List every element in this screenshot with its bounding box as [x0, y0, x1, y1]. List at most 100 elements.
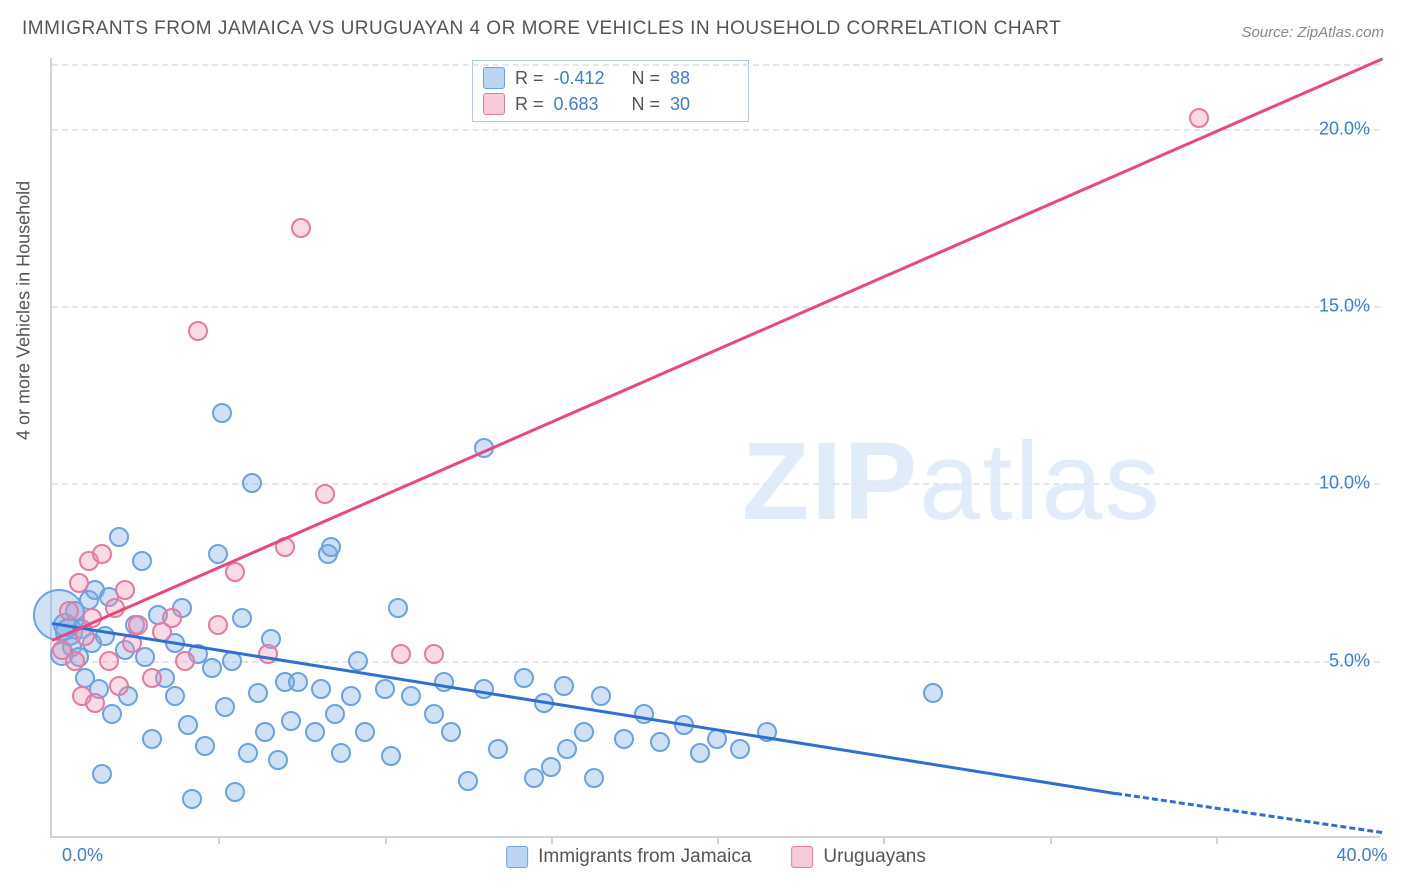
y-tick-label: 15.0% [1319, 296, 1370, 317]
data-point [232, 608, 252, 628]
stats-legend: R =-0.412N =88R =0.683N =30 [472, 60, 749, 122]
data-point [690, 743, 710, 763]
data-point [178, 715, 198, 735]
y-axis-label: 4 or more Vehicles in Household [14, 181, 35, 440]
data-point [388, 598, 408, 618]
y-tick-label: 20.0% [1319, 118, 1370, 139]
data-point [348, 651, 368, 671]
data-point [574, 722, 594, 742]
watermark: ZIPatlas [742, 418, 1161, 545]
x-tick-label: 40.0% [1336, 845, 1387, 866]
data-point [195, 736, 215, 756]
regression-line [51, 58, 1382, 642]
data-point [311, 679, 331, 699]
data-point [591, 686, 611, 706]
legend-item: Uruguayans [791, 846, 925, 868]
legend-stat-row: R =0.683N =30 [483, 91, 738, 117]
gridline [52, 129, 1380, 131]
x-tick-mark [385, 836, 387, 844]
data-point [175, 651, 195, 671]
data-point [584, 768, 604, 788]
data-point [424, 704, 444, 724]
legend-stat-row: R =-0.412N =88 [483, 65, 738, 91]
gridline [52, 661, 1380, 663]
data-point [208, 615, 228, 635]
data-point [514, 668, 534, 688]
data-point [212, 403, 232, 423]
data-point [315, 484, 335, 504]
data-point [554, 676, 574, 696]
data-point [142, 729, 162, 749]
data-point [325, 704, 345, 724]
data-point [242, 473, 262, 493]
data-point [165, 686, 185, 706]
data-point [238, 743, 258, 763]
data-point [109, 676, 129, 696]
data-point [355, 722, 375, 742]
data-point [441, 722, 461, 742]
data-point [291, 218, 311, 238]
data-point [215, 697, 235, 717]
data-point [541, 757, 561, 777]
data-point [268, 750, 288, 770]
data-point [208, 544, 228, 564]
data-point [305, 722, 325, 742]
x-tick-label: 0.0% [62, 845, 103, 866]
data-point [458, 771, 478, 791]
data-point [1189, 108, 1209, 128]
regression-line [52, 622, 1116, 795]
data-point [128, 615, 148, 635]
data-point [614, 729, 634, 749]
data-point [255, 722, 275, 742]
data-point [202, 658, 222, 678]
regression-line-dashed [1116, 792, 1382, 834]
data-point [381, 746, 401, 766]
x-tick-mark [551, 836, 553, 844]
data-point [85, 693, 105, 713]
data-point [375, 679, 395, 699]
data-point [401, 686, 421, 706]
data-point [557, 739, 577, 759]
data-point [142, 668, 162, 688]
data-point [281, 711, 301, 731]
x-tick-mark [1216, 836, 1218, 844]
data-point [109, 527, 129, 547]
y-tick-label: 10.0% [1319, 473, 1370, 494]
data-point [92, 544, 112, 564]
data-point [182, 789, 202, 809]
x-tick-mark [1050, 836, 1052, 844]
legend-item: Immigrants from Jamaica [506, 846, 751, 868]
source-attribution: Source: ZipAtlas.com [1241, 24, 1384, 41]
data-point [115, 580, 135, 600]
data-point [730, 739, 750, 759]
data-point [288, 672, 308, 692]
data-point [65, 651, 85, 671]
series-legend: Immigrants from Jamaica Uruguayans [506, 846, 926, 868]
data-point [321, 537, 341, 557]
y-tick-label: 5.0% [1329, 650, 1370, 671]
data-point [92, 764, 112, 784]
data-point [132, 551, 152, 571]
gridline [52, 306, 1380, 308]
data-point [331, 743, 351, 763]
chart-title: IMMIGRANTS FROM JAMAICA VS URUGUAYAN 4 O… [22, 18, 1061, 40]
data-point [188, 321, 208, 341]
gridline [52, 64, 1380, 66]
data-point [99, 651, 119, 671]
data-point [424, 644, 444, 664]
data-point [248, 683, 268, 703]
x-tick-mark [218, 836, 220, 844]
data-point [59, 601, 79, 621]
data-point [162, 608, 182, 628]
data-point [341, 686, 361, 706]
x-tick-mark [883, 836, 885, 844]
data-point [650, 732, 670, 752]
data-point [102, 704, 122, 724]
data-point [488, 739, 508, 759]
data-point [391, 644, 411, 664]
data-point [225, 782, 245, 802]
chart-plot-area: R =-0.412N =88R =0.683N =30 ZIPatlas Imm… [50, 58, 1380, 838]
x-tick-mark [717, 836, 719, 844]
data-point [923, 683, 943, 703]
data-point [69, 573, 89, 593]
